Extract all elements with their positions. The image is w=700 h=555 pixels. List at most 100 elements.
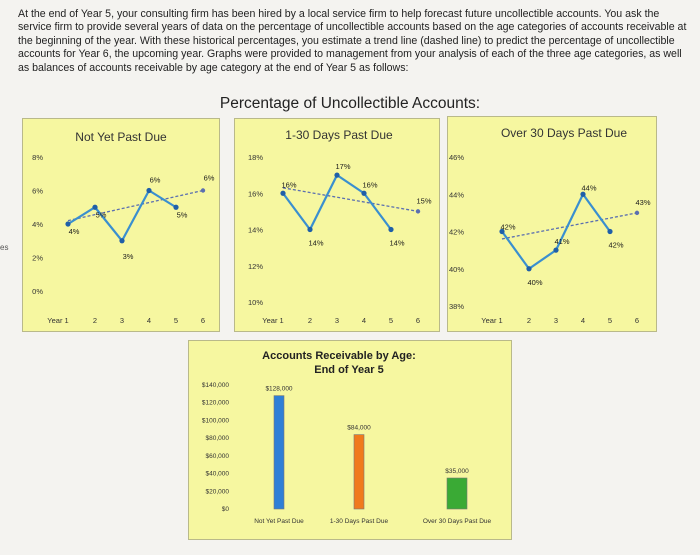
nyp-y-tick: 8%: [32, 153, 43, 162]
ar-y-tick: $40,000: [206, 471, 230, 478]
o30-y-tick: 42%: [449, 228, 464, 237]
nyp-point: [119, 238, 125, 244]
o30-y-tick: 44%: [449, 190, 464, 199]
o30-point: [634, 210, 640, 216]
nyp-y-tick: 6%: [32, 187, 43, 196]
nyp-value-label: 5%: [177, 210, 188, 219]
nyp-x-tick: 4: [147, 316, 151, 325]
o30-y-tick: 40%: [449, 265, 464, 274]
o30-point: [607, 228, 613, 235]
nyp-y-tick: 0%: [32, 287, 43, 296]
main-title: Percentage of Uncollectible Accounts:: [219, 95, 481, 112]
d30-y-tick: 16%: [248, 189, 263, 198]
chart-over-30-days-past-due: Over 30 Days Past Due 38% 40% 42% 44% 46% Year…: [447, 116, 657, 332]
d30-point: [388, 226, 394, 233]
d30-point: [334, 172, 340, 178]
d30-y-tick: 10%: [248, 298, 263, 307]
nyp-trend-line: [67, 189, 204, 222]
d30-y-tick: 14%: [248, 226, 263, 235]
o30-point: [499, 228, 505, 235]
d30-point: [280, 190, 286, 196]
nyp-value-label: 6%: [150, 176, 161, 185]
o30-value-label: 41%: [554, 237, 569, 246]
ar-y-tick: $120,000: [202, 400, 229, 407]
o30-value-label: 44%: [581, 183, 596, 192]
ar-value-label: $128,000: [265, 386, 292, 393]
d30-y-tick: 12%: [248, 262, 263, 271]
d30-x-tick: Year 1: [262, 316, 283, 325]
chart-accounts-receivable: Accounts Receivable by Age: End of Year 5…: [188, 340, 512, 540]
d30-point: [415, 209, 421, 214]
nyp-y-tick: 4%: [32, 220, 43, 229]
d30-x-tick: 3: [335, 316, 339, 325]
ar-value-label: $84,000: [347, 425, 371, 432]
ar-y-tick: $100,000: [202, 417, 229, 424]
ar-category-label: 1-30 Days Past Due: [330, 518, 389, 525]
nyp-x-tick: Year 1: [47, 316, 68, 325]
nyp-point: [92, 204, 98, 210]
o30-point: [580, 191, 586, 197]
o30-series-line: [501, 192, 611, 271]
o30-x-tick: 5: [608, 316, 612, 325]
edge-mark: es: [0, 243, 9, 252]
d30-title: 1-30 Days Past Due: [285, 128, 393, 142]
ar-bar: [273, 395, 285, 510]
ar-category-label: Over 30 Days Past Due: [423, 518, 492, 525]
d30-point: [361, 190, 367, 196]
ar-y-tick: $60,000: [206, 453, 230, 460]
nyp-x-tick: 3: [120, 316, 124, 325]
ar-bar: [446, 477, 468, 510]
ar-title: Accounts Receivable by Age:: [262, 350, 416, 362]
o30-value-label: 40%: [527, 278, 542, 287]
d30-value-label: 16%: [281, 180, 296, 189]
d30-value-label: 14%: [389, 239, 404, 248]
d30-value-label: 14%: [308, 239, 323, 248]
o30-title: Over 30 Days Past Due: [501, 126, 627, 140]
o30-y-tick: 46%: [449, 153, 464, 162]
ar-y-tick: $80,000: [206, 435, 230, 442]
nyp-x-tick: 5: [174, 316, 178, 325]
o30-x-tick: 3: [554, 316, 558, 325]
o30-value-label: 42%: [500, 223, 515, 232]
ar-category-label: Not Yet Past Due: [254, 518, 304, 525]
ar-y-tick: $140,000: [202, 382, 229, 389]
d30-value-label: 15%: [416, 196, 431, 205]
o30-point: [526, 266, 532, 272]
o30-value-label: 42%: [608, 241, 623, 250]
nyp-point: [200, 188, 206, 193]
nyp-value-label: 5%: [96, 210, 107, 219]
o30-point: [553, 247, 559, 253]
nyp-series-line: [67, 188, 177, 243]
d30-x-tick: 2: [308, 316, 312, 325]
intro-paragraph: At the end of Year 5, your consulting fi…: [18, 8, 687, 74]
nyp-value-label: 6%: [204, 174, 215, 183]
nyp-y-tick: 2%: [32, 254, 43, 263]
d30-value-label: 16%: [362, 180, 377, 189]
d30-y-tick: 18%: [248, 153, 263, 162]
o30-x-tick: 4: [581, 316, 585, 325]
o30-x-tick: Year 1: [481, 316, 502, 325]
nyp-value-label: 3%: [123, 252, 134, 261]
chart-1-30-days-past-due: 1-30 Days Past Due 10% 12% 14% 16% 18% Year 1 2…: [234, 118, 440, 332]
nyp-point: [146, 187, 152, 194]
d30-trend-line: [282, 187, 419, 213]
d30-value-label: 17%: [335, 162, 350, 171]
nyp-x-tick: 6: [201, 316, 205, 325]
ar-y-tick: $0: [222, 506, 230, 513]
d30-x-tick: 4: [362, 316, 366, 325]
d30-point: [307, 226, 313, 233]
nyp-title: Not Yet Past Due: [75, 130, 167, 144]
nyp-x-tick: 2: [93, 316, 97, 325]
o30-y-tick: 38%: [449, 302, 464, 311]
ar-subtitle: End of Year 5: [314, 364, 384, 376]
o30-trend-line: [501, 212, 638, 240]
ar-bar: [353, 434, 365, 510]
d30-x-tick: 6: [416, 316, 420, 325]
nyp-value-label: 4%: [69, 227, 80, 236]
o30-x-tick: 6: [635, 316, 639, 325]
ar-y-tick: $20,000: [206, 488, 230, 495]
nyp-point: [173, 204, 179, 210]
chart-not-yet-past-due: Not Yet Past Due 0% 2% 4% 6% 8% Year 1 2 3 4 5 6 4% 5…: [22, 118, 220, 332]
o30-value-label: 43%: [635, 198, 650, 207]
nyp-point: [65, 221, 71, 227]
